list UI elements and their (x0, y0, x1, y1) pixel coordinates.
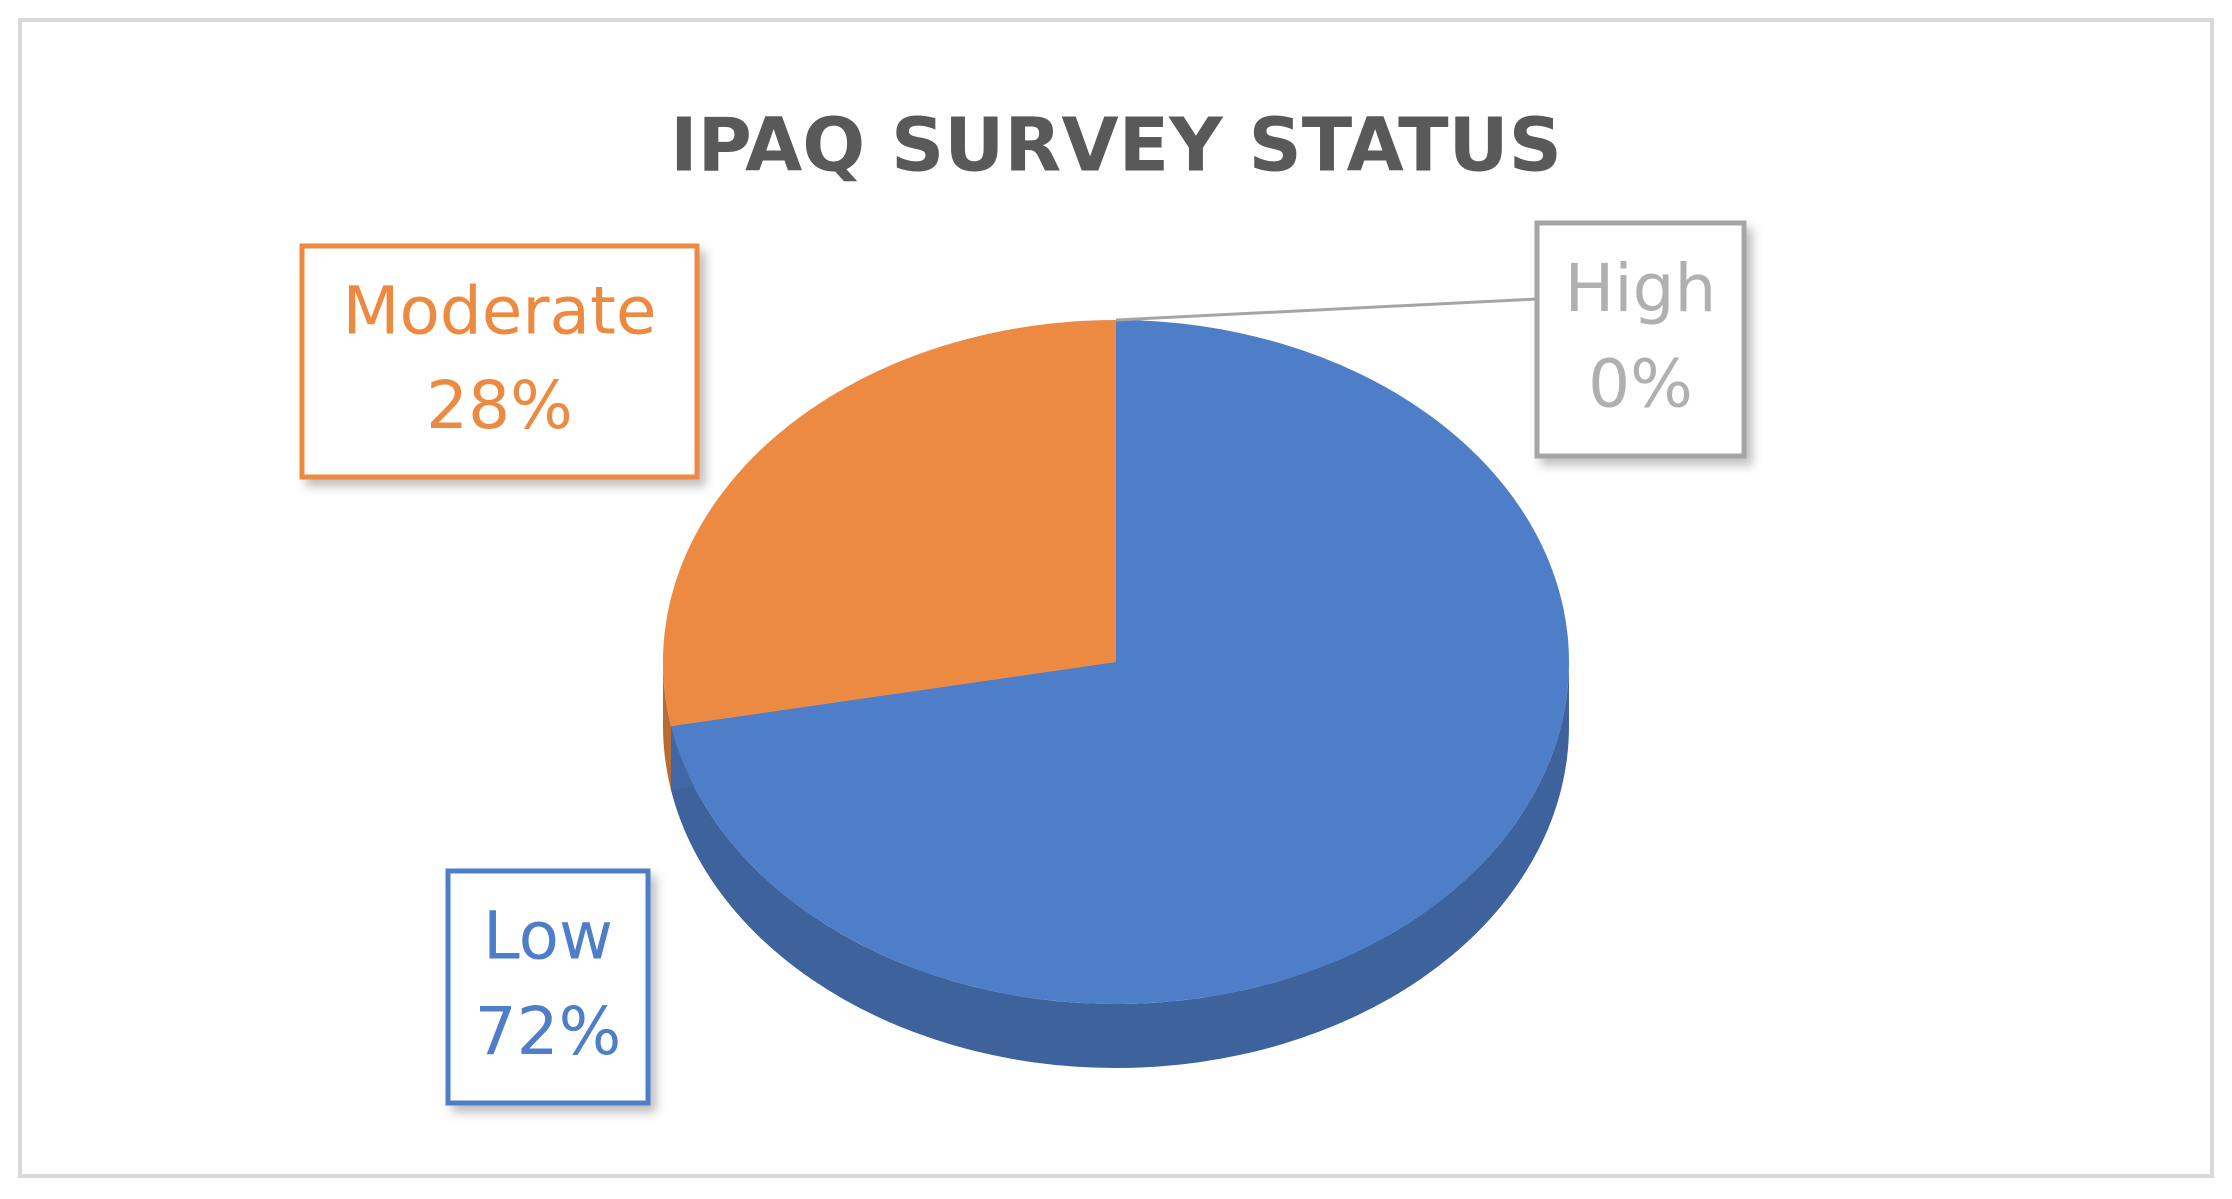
label-value: 28% (426, 367, 573, 444)
label-category: High (1565, 250, 1717, 327)
label-box (1534, 220, 1747, 459)
label-value: 72% (475, 993, 622, 1070)
leader-line (1115, 297, 1538, 322)
label-category: Moderate (343, 272, 657, 349)
label-category: Low (483, 898, 613, 975)
slice (671, 320, 1569, 1004)
pie (663, 320, 1570, 1068)
data-labels: Low 72% Moderate 28% High 0% (299, 220, 1747, 1106)
label-box (299, 243, 700, 480)
label-value: 0% (1588, 345, 1693, 422)
slice-side (663, 662, 672, 791)
slice-side (671, 662, 1570, 1068)
label-box (445, 868, 651, 1106)
slice (663, 320, 1116, 727)
chart-title: IPAQ SURVEY STATUS (670, 103, 1562, 189)
